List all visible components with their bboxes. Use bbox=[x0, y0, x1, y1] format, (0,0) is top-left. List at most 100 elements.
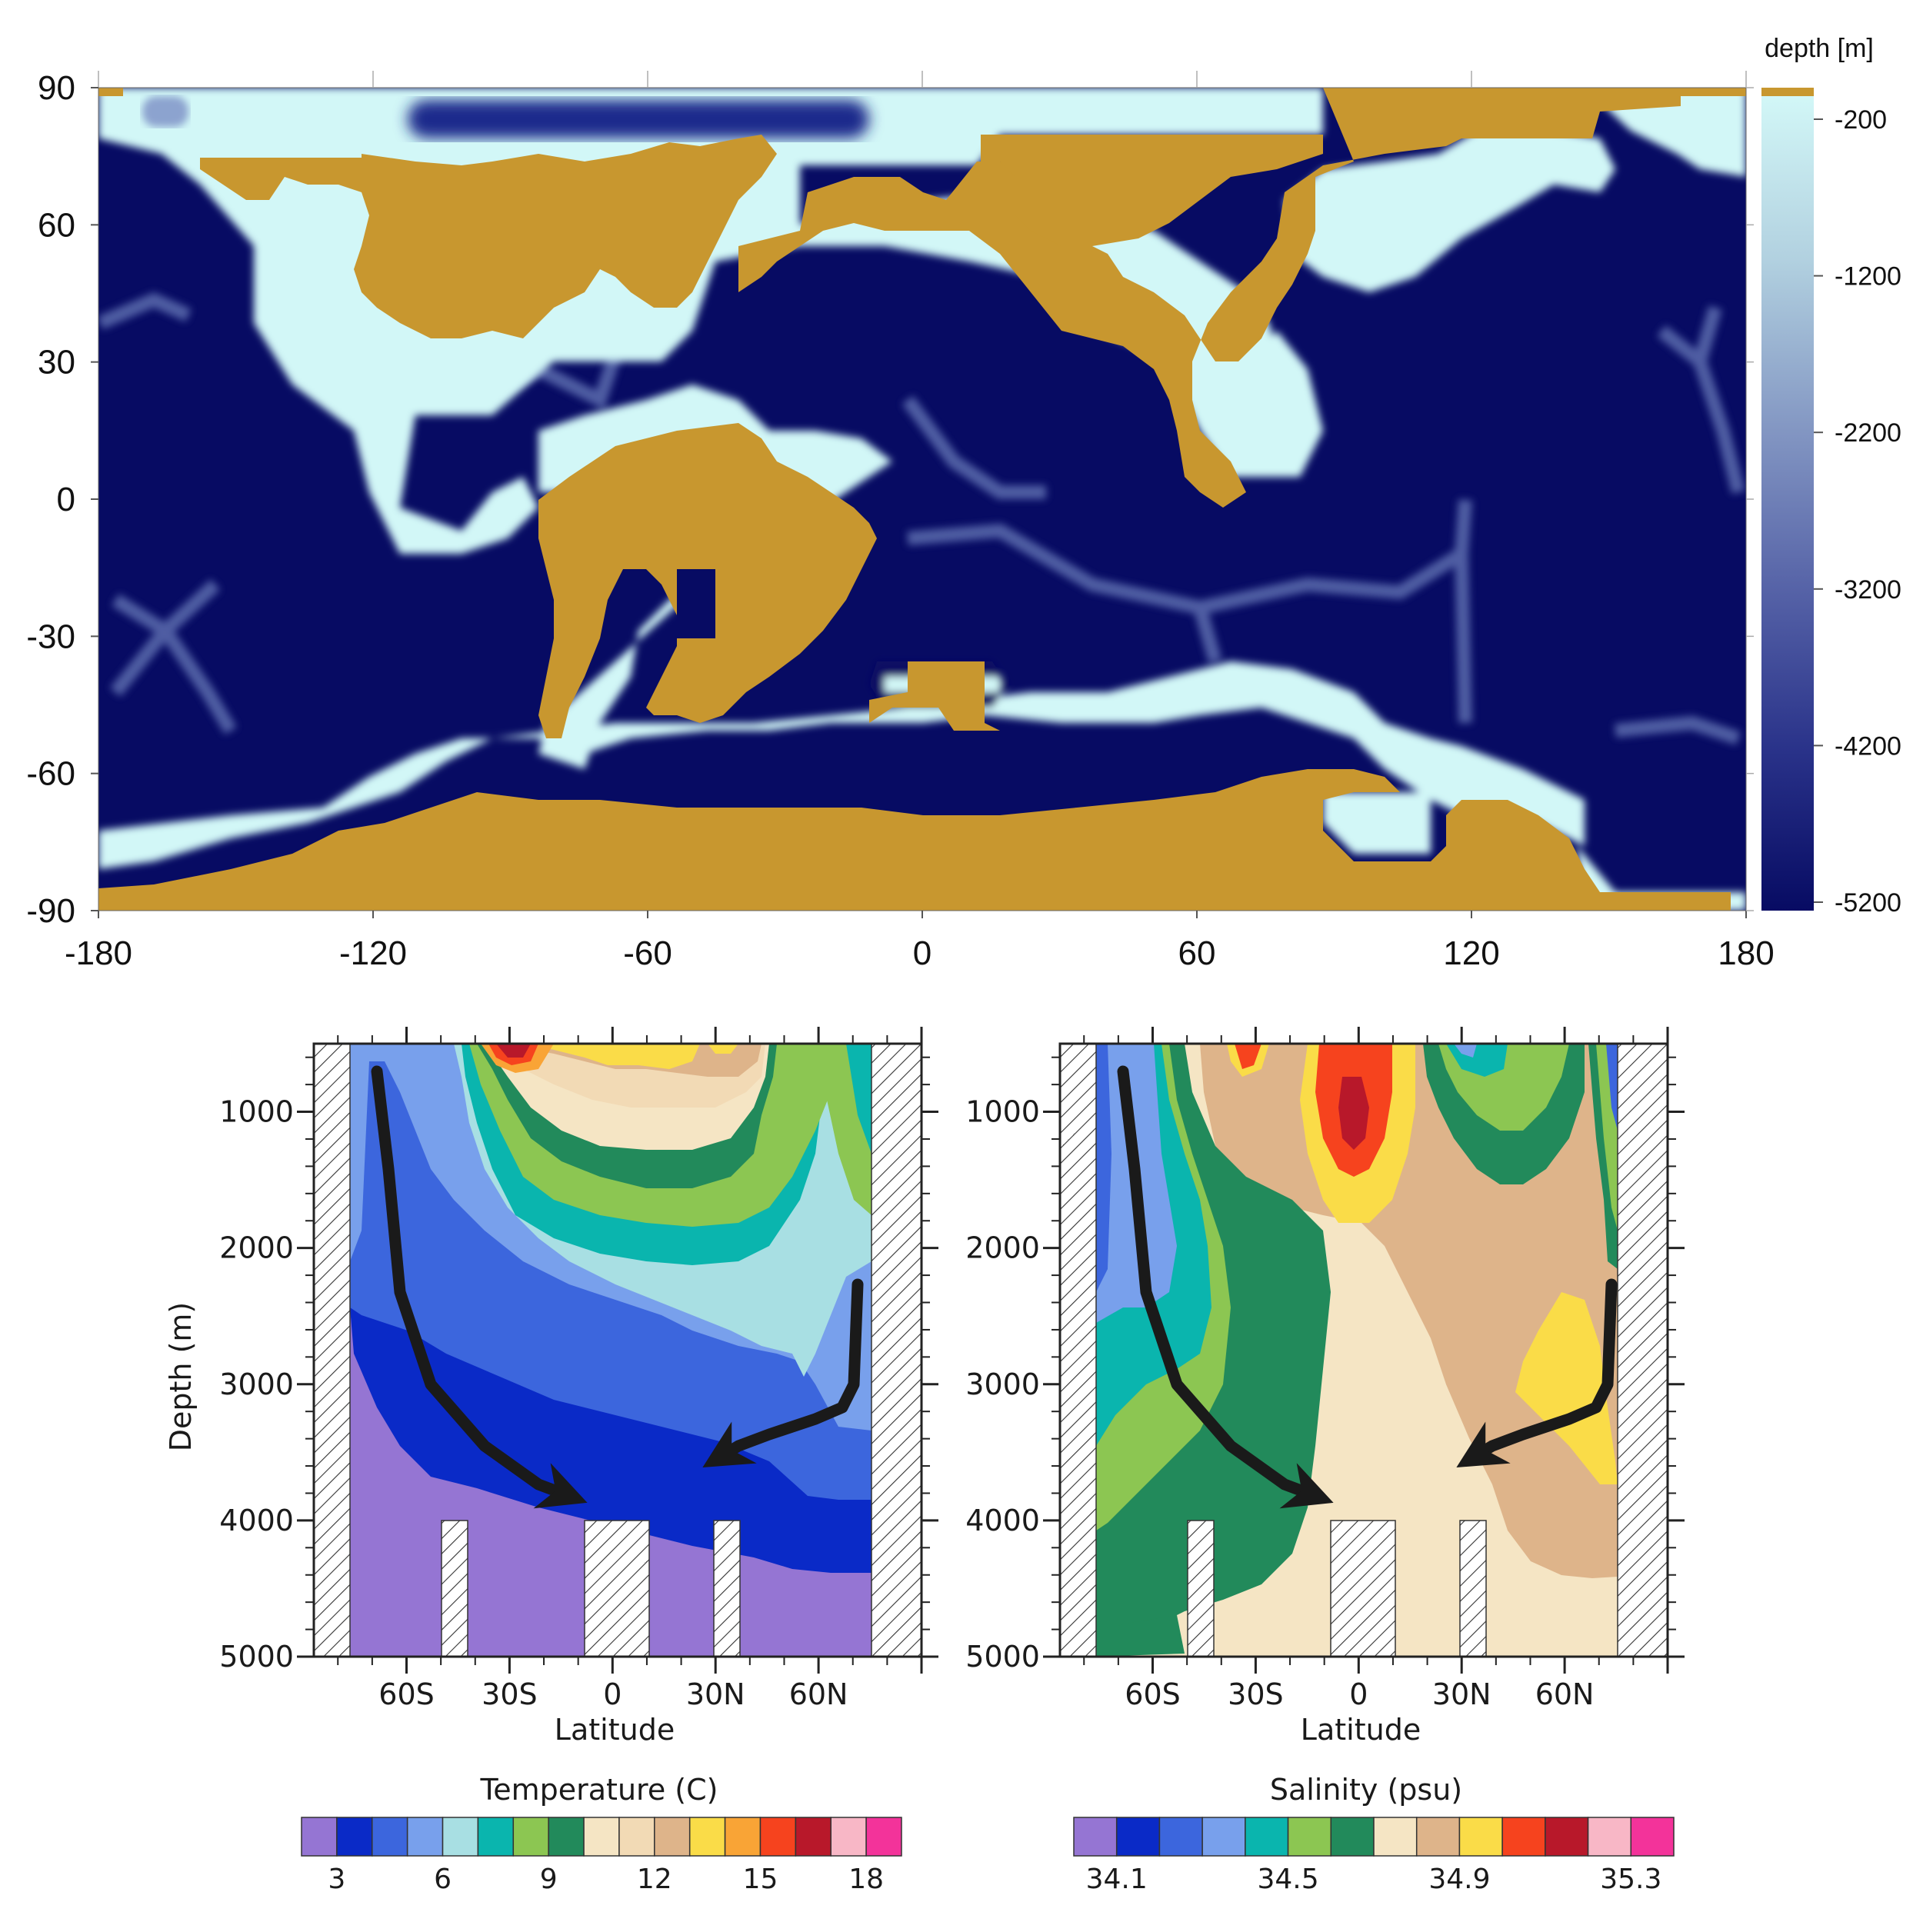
salinity-legend: Salinity (psu) 34.1 34.5 34.9 35.3 bbox=[1073, 1773, 1675, 1895]
ridge-south bbox=[1187, 1520, 1215, 1657]
ridge-south bbox=[441, 1520, 468, 1657]
arctic-basin bbox=[408, 100, 869, 138]
map-y-tick-label: 90 bbox=[38, 69, 75, 107]
y-tick-label: 5000 bbox=[965, 1640, 1040, 1674]
legend-swatch bbox=[1158, 1817, 1203, 1857]
map-y-tick-label: 0 bbox=[57, 481, 75, 518]
map-y-tick-label: 30 bbox=[38, 344, 75, 381]
y-tick-label: 4000 bbox=[219, 1504, 294, 1537]
legend-swatch bbox=[1587, 1817, 1632, 1857]
mid-ocean-ridges bbox=[98, 292, 1745, 745]
legend-swatch bbox=[1545, 1817, 1589, 1857]
colorbar-land-swatch bbox=[1761, 88, 1814, 96]
y-tick-label: 5000 bbox=[219, 1640, 294, 1674]
legend-swatch bbox=[336, 1817, 373, 1857]
north-wall bbox=[1617, 1044, 1668, 1657]
temperature-legend-title: Temperature (C) bbox=[480, 1773, 718, 1807]
sal-band-blue-north bbox=[1454, 1044, 1477, 1058]
colorbar-tick-label: -1200 bbox=[1835, 262, 1901, 291]
legend-swatch bbox=[1373, 1817, 1418, 1857]
y-tick-label: 2000 bbox=[965, 1231, 1040, 1265]
legend-swatch bbox=[795, 1817, 832, 1857]
temp-band-15b bbox=[708, 1044, 738, 1054]
colorbar-title: depth [m] bbox=[1765, 34, 1874, 63]
salinity-x-label: Latitude bbox=[1301, 1713, 1421, 1747]
sal-band-yellow-north bbox=[1515, 1292, 1618, 1484]
legend-swatch bbox=[1073, 1817, 1118, 1857]
legend-tick-label: 18 bbox=[848, 1864, 884, 1895]
legend-tick-label: 34.1 bbox=[1086, 1864, 1148, 1895]
south-wall bbox=[314, 1044, 351, 1657]
legend-tick-label: 6 bbox=[434, 1864, 452, 1895]
x-tick-label: 30N bbox=[1432, 1677, 1491, 1711]
legend-swatch bbox=[1245, 1817, 1289, 1857]
depth-colorbar: depth [m] -200 -1200 -2200 -3200 -4200 -5200 bbox=[1761, 34, 1901, 918]
y-tick-label: 2000 bbox=[219, 1231, 294, 1265]
temperature-section: 1000 2000 3000 4000 5000 60S 30S 0 30N 60N Latitu… bbox=[164, 1027, 938, 1895]
salinity-legend-title: Salinity (psu) bbox=[1270, 1773, 1462, 1807]
legend-swatch bbox=[618, 1817, 655, 1857]
y-tick-label: 4000 bbox=[965, 1504, 1040, 1537]
salinity-section: 1000 2000 3000 4000 5000 60S 30S 0 30N 60N Latitu… bbox=[965, 1027, 1685, 1895]
legend-tick-label: 15 bbox=[743, 1864, 778, 1895]
colorbar-tick-label: -2200 bbox=[1835, 418, 1901, 448]
map-y-tick-label: 60 bbox=[38, 206, 75, 244]
legend-swatch bbox=[865, 1817, 902, 1857]
legend-swatch bbox=[442, 1817, 479, 1857]
x-tick-label: 0 bbox=[1349, 1677, 1368, 1711]
legend-tick-label: 12 bbox=[637, 1864, 672, 1895]
legend-swatch bbox=[406, 1817, 444, 1857]
ridge-equator bbox=[1330, 1520, 1396, 1657]
temp-band-15 bbox=[531, 1044, 700, 1069]
x-tick-label: 60S bbox=[378, 1677, 434, 1711]
map-x-axis: -180 -120 -60 0 60 120 180 bbox=[65, 71, 1775, 972]
legend-swatch bbox=[688, 1817, 726, 1857]
ridge-north bbox=[1459, 1520, 1487, 1657]
temp-teal-north bbox=[846, 1044, 872, 1154]
x-tick-label: 30S bbox=[482, 1677, 537, 1711]
legend-swatch bbox=[512, 1817, 549, 1857]
legend-swatch bbox=[477, 1817, 515, 1857]
inland-basin bbox=[677, 569, 715, 638]
legend-swatch bbox=[1287, 1817, 1332, 1857]
map-y-tick-label: -60 bbox=[26, 755, 75, 793]
legend-swatch bbox=[372, 1817, 408, 1857]
legend-tick-label: 34.5 bbox=[1257, 1864, 1318, 1895]
colorbar-tick-label: -5200 bbox=[1835, 888, 1901, 918]
legend-swatch bbox=[1201, 1817, 1246, 1857]
legend-swatch bbox=[1630, 1817, 1675, 1857]
temp-frame bbox=[312, 1042, 923, 1658]
colorbar-tick-label: -3200 bbox=[1835, 575, 1901, 605]
map-x-tick-label: -120 bbox=[339, 934, 407, 972]
x-tick-label: 30N bbox=[686, 1677, 745, 1711]
map-y-axis: 90 60 30 0 -30 -60 -90 bbox=[26, 69, 1754, 930]
x-tick-label: 30S bbox=[1228, 1677, 1283, 1711]
legend-swatch bbox=[1415, 1817, 1461, 1857]
legend-swatch bbox=[759, 1817, 797, 1857]
legend-tick-label: 9 bbox=[540, 1864, 558, 1895]
legend-swatch bbox=[583, 1817, 620, 1857]
x-tick-label: 0 bbox=[603, 1677, 622, 1711]
legend-swatch bbox=[1330, 1817, 1375, 1857]
map-x-tick-label: -60 bbox=[623, 934, 672, 972]
arrow-south-sinking bbox=[371, 1065, 588, 1509]
sal-band-blue-edge bbox=[1096, 1044, 1111, 1292]
legend-swatch bbox=[654, 1817, 691, 1857]
x-tick-label: 60S bbox=[1125, 1677, 1180, 1711]
map-x-tick-label: 0 bbox=[913, 934, 932, 972]
y-tick-label: 3000 bbox=[219, 1367, 294, 1401]
colorbar-tick-label: -200 bbox=[1835, 105, 1887, 135]
y-tick-label: 1000 bbox=[965, 1095, 1040, 1129]
south-wall bbox=[1060, 1044, 1097, 1657]
colorbar-tick-label: -4200 bbox=[1835, 731, 1901, 761]
temperature-legend: Temperature (C) 3 6 9 12 15 18 bbox=[301, 1773, 902, 1895]
temp-y-label: Depth (m) bbox=[164, 1302, 198, 1452]
map-x-tick-label: 60 bbox=[1178, 934, 1216, 972]
sal-band-blue-northedge bbox=[1606, 1044, 1618, 1131]
sal-band-red-south bbox=[1235, 1044, 1261, 1069]
arctic-shallow-patch bbox=[142, 96, 188, 127]
y-tick-label: 1000 bbox=[219, 1095, 294, 1129]
x-tick-label: 60N bbox=[789, 1677, 848, 1711]
map-y-tick-label: -30 bbox=[26, 618, 75, 655]
